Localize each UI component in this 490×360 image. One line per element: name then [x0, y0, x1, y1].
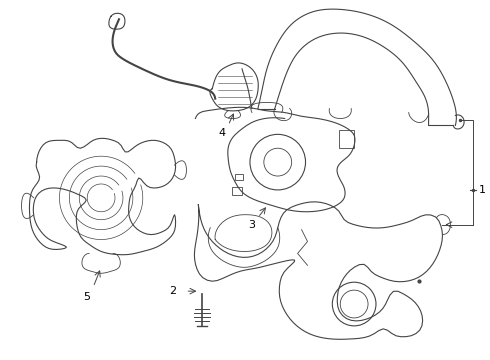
Text: 4: 4	[219, 129, 226, 138]
Text: 5: 5	[83, 292, 90, 302]
Text: 1: 1	[479, 185, 486, 195]
Text: 3: 3	[248, 220, 255, 230]
Text: 2: 2	[169, 286, 176, 296]
